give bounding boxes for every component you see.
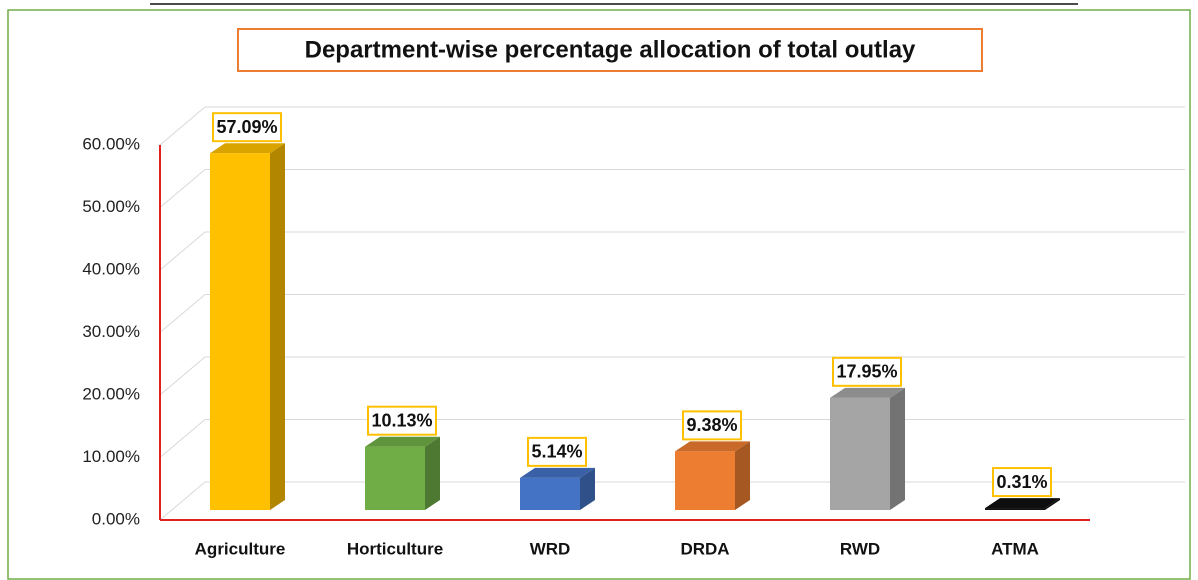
bar-side — [425, 436, 440, 510]
chart-title: Department-wise percentage allocation of… — [305, 36, 916, 63]
bar — [210, 153, 270, 510]
x-tick-label: DRDA — [680, 539, 729, 558]
x-tick-label: RWD — [840, 539, 880, 558]
grid-slant — [159, 231, 206, 271]
bar — [675, 451, 735, 510]
value-label-box — [527, 436, 587, 467]
grid-slant — [159, 419, 206, 458]
value-label: 57.09% — [216, 117, 277, 137]
grid-slant — [159, 356, 206, 396]
bar — [830, 397, 890, 510]
value-label: 9.38% — [686, 415, 737, 435]
bar-side — [580, 467, 595, 510]
bar-side — [735, 441, 750, 510]
bar-side — [270, 143, 285, 510]
value-label-box — [367, 405, 437, 436]
y-tick-label: 40.00% — [82, 259, 140, 278]
bar — [520, 477, 580, 510]
y-tick-label: 50.00% — [82, 197, 140, 216]
x-tick-label: ATMA — [991, 539, 1039, 558]
y-tick-label: 20.00% — [82, 384, 140, 403]
bar-top — [365, 436, 440, 447]
bar — [365, 446, 425, 510]
frame — [7, 9, 1191, 580]
value-label: 17.95% — [836, 362, 897, 382]
bar-top — [830, 387, 905, 398]
bar-side — [1045, 498, 1060, 510]
y-tick-label: 60.00% — [82, 134, 140, 153]
value-label: 5.14% — [531, 442, 582, 462]
grid-slant — [159, 481, 206, 521]
x-tick-label: WRD — [530, 539, 571, 558]
value-label: 10.13% — [371, 410, 432, 430]
x-tick-label: Horticulture — [347, 539, 443, 558]
x-tick-label: Agriculture — [195, 539, 286, 558]
y-tick-label: 30.00% — [82, 322, 140, 341]
bar-top — [675, 441, 750, 452]
value-label-box — [992, 467, 1052, 498]
bar-top — [210, 143, 285, 154]
bar-top — [520, 467, 595, 478]
bar-side — [890, 387, 905, 510]
bar — [985, 508, 1045, 510]
value-label-box — [832, 356, 902, 387]
value-label-box — [212, 112, 282, 143]
y-tick-label: 0.00% — [92, 509, 140, 528]
value-label-box — [682, 410, 742, 441]
bar-top — [985, 498, 1060, 509]
grid-slant — [159, 169, 206, 208]
title-box — [237, 28, 983, 72]
grid-slant — [159, 106, 206, 146]
value-label: 0.31% — [996, 472, 1047, 492]
y-tick-label: 10.00% — [82, 447, 140, 466]
grid-slant — [159, 294, 206, 333]
